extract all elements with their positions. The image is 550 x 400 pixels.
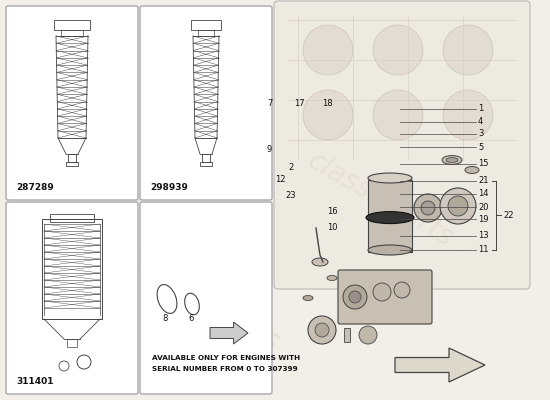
Bar <box>67 339 77 347</box>
FancyBboxPatch shape <box>6 6 138 200</box>
Circle shape <box>349 291 361 303</box>
Ellipse shape <box>368 245 412 255</box>
Circle shape <box>359 326 377 344</box>
Text: AVAILABLE ONLY FOR ENGINES WITH: AVAILABLE ONLY FOR ENGINES WITH <box>152 355 300 361</box>
Text: 16: 16 <box>327 207 338 216</box>
Text: 14: 14 <box>478 190 488 198</box>
Bar <box>191 20 221 30</box>
Circle shape <box>421 201 435 215</box>
Text: classicparts: classicparts <box>302 147 458 253</box>
Circle shape <box>373 283 391 301</box>
Ellipse shape <box>312 258 328 266</box>
Ellipse shape <box>303 296 313 300</box>
Text: 23: 23 <box>285 192 296 200</box>
Text: 311401: 311401 <box>16 377 53 386</box>
Bar <box>368 180 412 252</box>
Text: 1: 1 <box>478 104 483 113</box>
Text: 287289: 287289 <box>16 183 54 192</box>
FancyBboxPatch shape <box>140 6 272 200</box>
Text: 8: 8 <box>162 314 168 323</box>
Circle shape <box>308 316 336 344</box>
Ellipse shape <box>368 173 412 183</box>
Text: 9: 9 <box>267 146 272 154</box>
Text: 10: 10 <box>327 223 338 232</box>
Ellipse shape <box>446 158 458 162</box>
Circle shape <box>394 282 410 298</box>
Ellipse shape <box>465 166 479 174</box>
Text: 22: 22 <box>503 211 514 220</box>
Bar <box>200 162 212 166</box>
Text: SERIAL NUMBER FROM 0 TO 307399: SERIAL NUMBER FROM 0 TO 307399 <box>152 366 298 372</box>
Text: 17: 17 <box>294 99 305 108</box>
Ellipse shape <box>327 276 337 280</box>
Ellipse shape <box>442 156 462 164</box>
Bar <box>61 30 83 36</box>
Bar <box>198 30 214 36</box>
Text: classicparts: classicparts <box>115 242 285 358</box>
Text: 12: 12 <box>275 175 286 184</box>
Bar <box>202 154 210 162</box>
Circle shape <box>303 90 353 140</box>
Text: 20: 20 <box>478 203 488 212</box>
FancyBboxPatch shape <box>140 202 272 394</box>
FancyBboxPatch shape <box>6 202 138 394</box>
Circle shape <box>373 90 423 140</box>
Bar <box>42 219 102 319</box>
Text: 5: 5 <box>478 143 483 152</box>
Text: 21: 21 <box>478 176 488 185</box>
Ellipse shape <box>366 212 414 224</box>
FancyBboxPatch shape <box>338 270 432 324</box>
Text: 15: 15 <box>478 160 488 168</box>
Circle shape <box>448 196 468 216</box>
Bar <box>344 328 350 342</box>
FancyBboxPatch shape <box>274 1 530 289</box>
Circle shape <box>373 25 423 75</box>
Text: 18: 18 <box>322 99 333 108</box>
Circle shape <box>443 90 493 140</box>
Circle shape <box>443 25 493 75</box>
Text: 7: 7 <box>267 99 272 108</box>
Text: 2: 2 <box>289 163 294 172</box>
Circle shape <box>303 25 353 75</box>
Text: 4: 4 <box>478 118 483 126</box>
Text: 19: 19 <box>478 215 488 224</box>
Circle shape <box>414 194 442 222</box>
Bar <box>68 154 76 162</box>
Text: 6: 6 <box>188 314 194 323</box>
Bar <box>50 214 94 222</box>
Text: 11: 11 <box>478 246 488 254</box>
Circle shape <box>343 285 367 309</box>
Polygon shape <box>395 348 485 382</box>
Polygon shape <box>210 322 248 344</box>
Bar <box>54 20 90 30</box>
Circle shape <box>315 323 329 337</box>
Text: 3: 3 <box>478 130 483 138</box>
Text: 298939: 298939 <box>150 183 188 192</box>
Text: 13: 13 <box>478 232 488 240</box>
Bar <box>66 162 78 166</box>
Circle shape <box>440 188 476 224</box>
